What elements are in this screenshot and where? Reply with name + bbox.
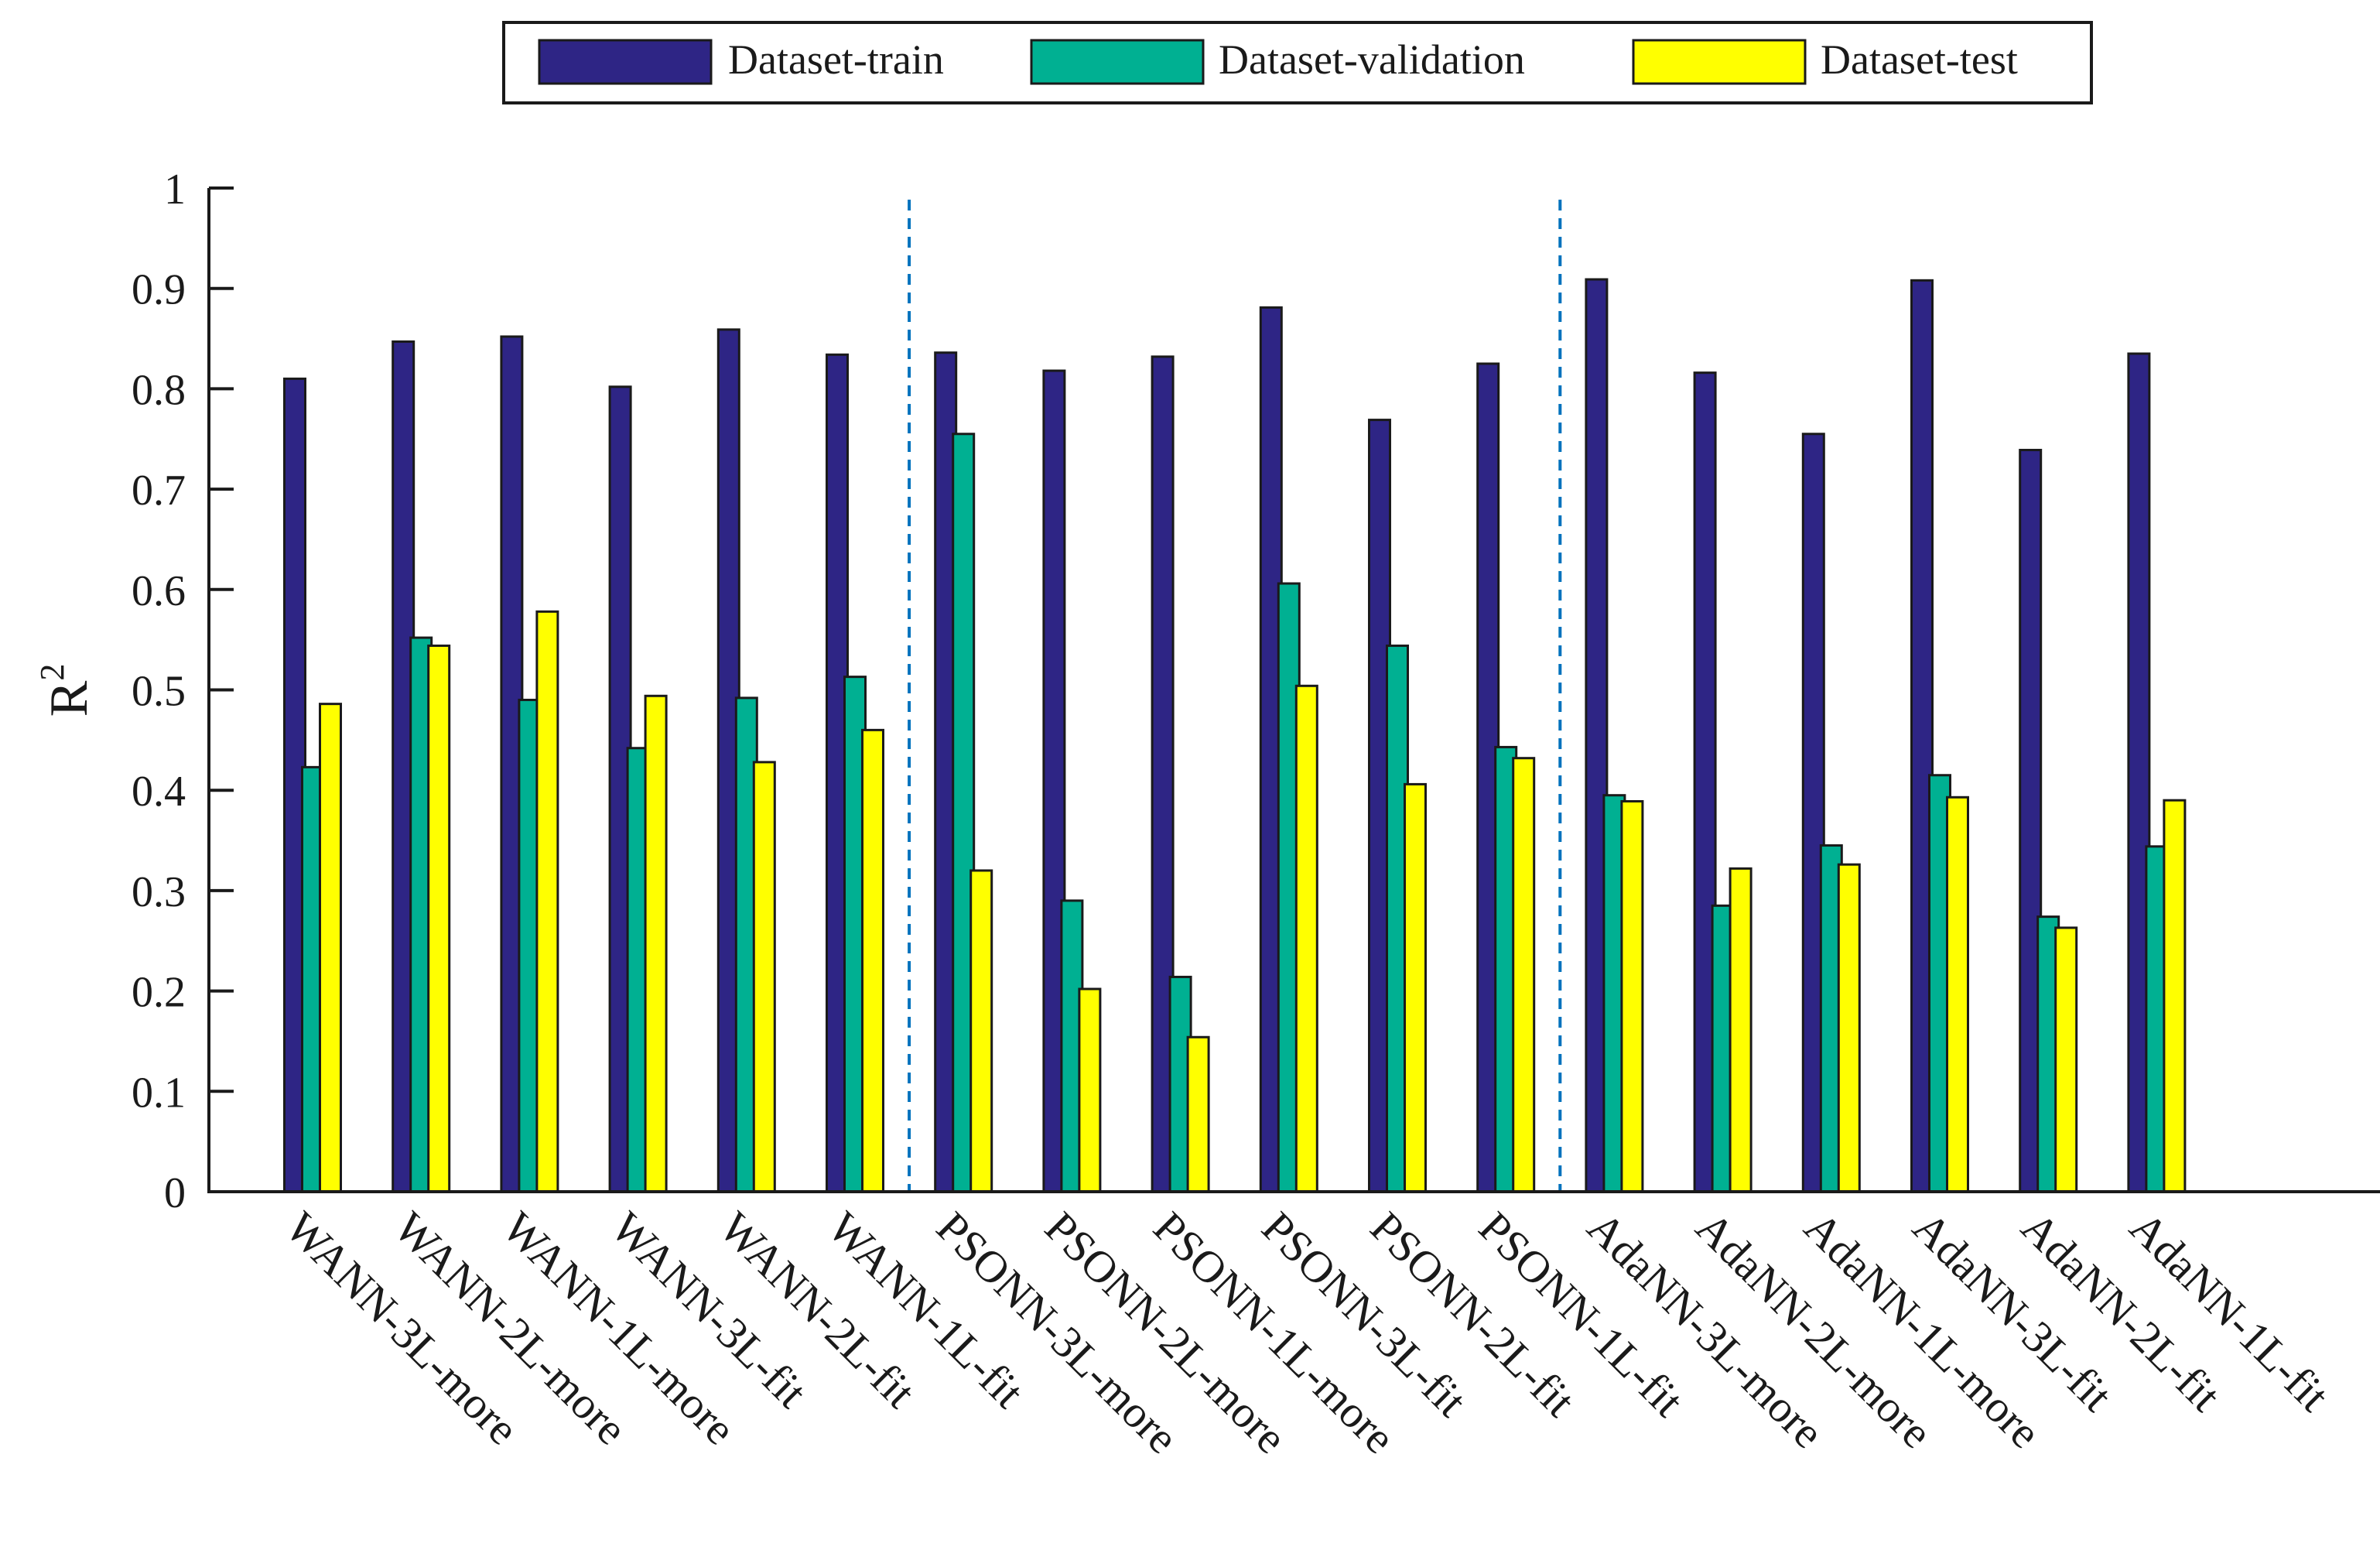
y-tick-label: 0.4 bbox=[132, 768, 186, 816]
y-tick-label: 0.3 bbox=[132, 868, 186, 916]
legend-swatch-train bbox=[538, 39, 713, 85]
legend: Dataset-train Dataset-validation Dataset… bbox=[502, 21, 2093, 104]
y-tick-label: 0.7 bbox=[132, 467, 186, 515]
bar-dataset-test-adann-1l-more bbox=[1837, 863, 1861, 1193]
legend-label-validation: Dataset-validation bbox=[1219, 36, 1525, 83]
y-axis-label-superscript: 2 bbox=[33, 664, 71, 681]
bar-dataset-test-wann-3l-more bbox=[319, 703, 342, 1193]
bar-dataset-test-psonn-1l-more bbox=[1186, 1035, 1210, 1193]
legend-box bbox=[502, 21, 2093, 104]
x-tick-labels: WANN-3L-moreWANN-2L-moreWANN-1L-moreWANN… bbox=[276, 1202, 2339, 1463]
legend-label-test: Dataset-test bbox=[1821, 36, 2018, 83]
bar-dataset-test-wann-1l-more bbox=[535, 610, 559, 1193]
y-axis-label-base: R bbox=[39, 680, 99, 717]
bar-dataset-test-adann-3l-more bbox=[1620, 799, 1644, 1193]
bar-dataset-test-wann-1l-fit bbox=[861, 728, 884, 1193]
plot-area: 0 0.1 0.2 0.3 0.4 0.5 0.6 0.7 0.8 0.9 1 WANN-3L-mo… bbox=[33, 166, 2380, 1463]
y-ticks: 0 0.1 0.2 0.3 0.4 0.5 0.6 0.7 0.8 0.9 1 bbox=[132, 166, 234, 1217]
bar-dataset-test-wann-2l-more bbox=[427, 644, 451, 1193]
legend-entry-train: Dataset-train bbox=[538, 36, 944, 85]
y-tick-label: 1 bbox=[164, 166, 186, 214]
group-separators bbox=[908, 200, 1562, 1192]
bar-dataset-test-adann-2l-more bbox=[1729, 867, 1753, 1193]
y-tick-label: 0.1 bbox=[132, 1069, 186, 1117]
legend-label-train: Dataset-train bbox=[728, 36, 944, 83]
bar-dataset-test-psonn-2l-fit bbox=[1404, 782, 1427, 1193]
y-tick-label: 0.5 bbox=[132, 668, 186, 716]
y-tick-label: 0.6 bbox=[132, 567, 186, 615]
bars bbox=[283, 278, 2187, 1193]
bar-dataset-test-psonn-3l-fit bbox=[1294, 684, 1318, 1193]
y-axis-label: R2 bbox=[33, 664, 99, 717]
bar-dataset-test-wann-3l-fit bbox=[644, 694, 668, 1193]
bar-dataset-test-psonn-2l-more bbox=[1078, 987, 1102, 1193]
bar-dataset-test-psonn-3l-more bbox=[969, 869, 993, 1193]
legend-swatch-test bbox=[1632, 39, 1807, 85]
bar-dataset-test-wann-2l-fit bbox=[752, 761, 776, 1193]
y-tick-label: 0.2 bbox=[132, 969, 186, 1017]
bar-dataset-test-psonn-1l-fit bbox=[1512, 757, 1536, 1193]
bar-dataset-test-adann-1l-fit bbox=[2163, 799, 2187, 1193]
y-tick-label: 0.9 bbox=[132, 266, 186, 314]
y-tick-label: 0.8 bbox=[132, 366, 186, 414]
bar-dataset-test-adann-2l-fit bbox=[2054, 926, 2078, 1193]
legend-swatch-validation bbox=[1030, 39, 1205, 85]
bar-dataset-test-adann-3l-fit bbox=[1946, 796, 1969, 1193]
legend-entry-validation: Dataset-validation bbox=[1030, 36, 1525, 85]
y-tick-label: 0 bbox=[164, 1169, 186, 1217]
legend-entry-test: Dataset-test bbox=[1632, 36, 2018, 85]
